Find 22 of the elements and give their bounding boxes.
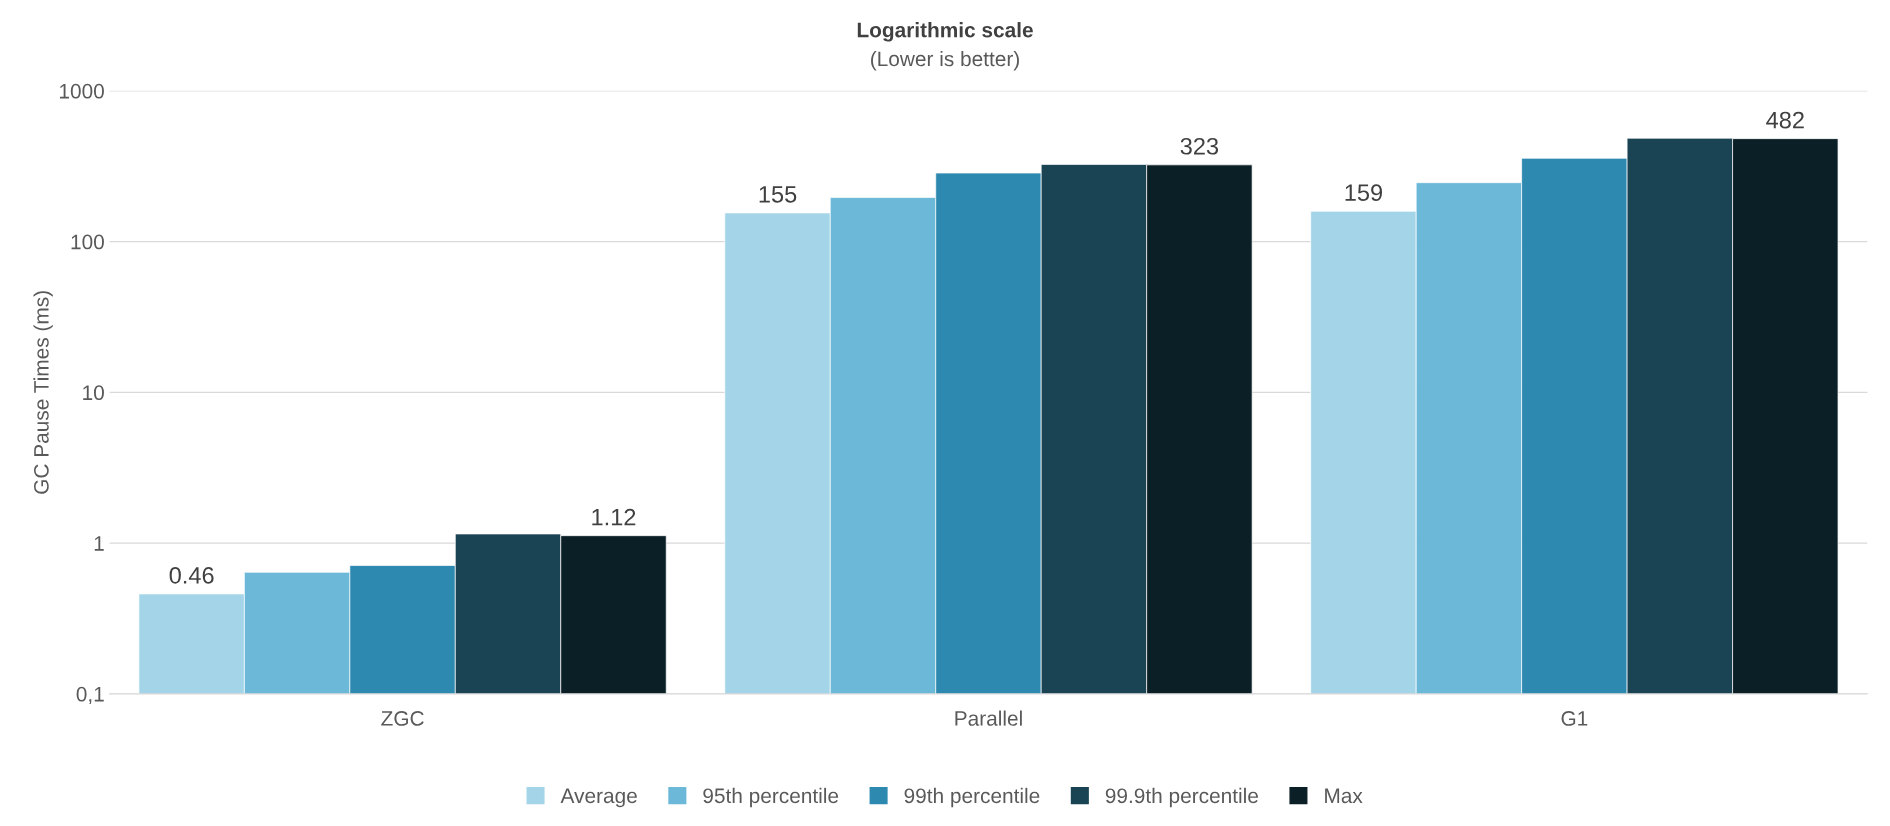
- legend-label: 99th percentile: [904, 787, 1040, 808]
- x-tick-label: Parallel: [955, 710, 1022, 726]
- x-tick-label: G1: [1561, 711, 1588, 726]
- y-axis-title: GC Pause Times (ms): [33, 291, 53, 494]
- data-label: 159: [1345, 184, 1383, 202]
- data-label: 155: [759, 186, 797, 203]
- y-tick-label: 1000: [60, 83, 104, 99]
- chart-subtitle: (Lower is better): [871, 50, 1019, 71]
- data-label: 323: [1180, 137, 1219, 155]
- y-tick-label: 1: [94, 536, 104, 551]
- data-label: 1.12: [592, 508, 636, 526]
- y-tick-label: 100: [71, 234, 104, 250]
- chart-title: Logarithmic scale: [857, 22, 1033, 42]
- y-tick-label: 10: [83, 385, 104, 401]
- data-label: 482: [1766, 111, 1804, 129]
- legend-label: 99.9th percentile: [1105, 787, 1258, 808]
- x-tick-label: ZGC: [381, 711, 424, 726]
- data-label: 0.46: [169, 566, 214, 584]
- legend-label: Average: [560, 788, 637, 808]
- legend-label: Max: [1325, 788, 1363, 804]
- y-tick-label: 0,1: [76, 686, 104, 705]
- legend-label: 95th percentile: [703, 787, 839, 808]
